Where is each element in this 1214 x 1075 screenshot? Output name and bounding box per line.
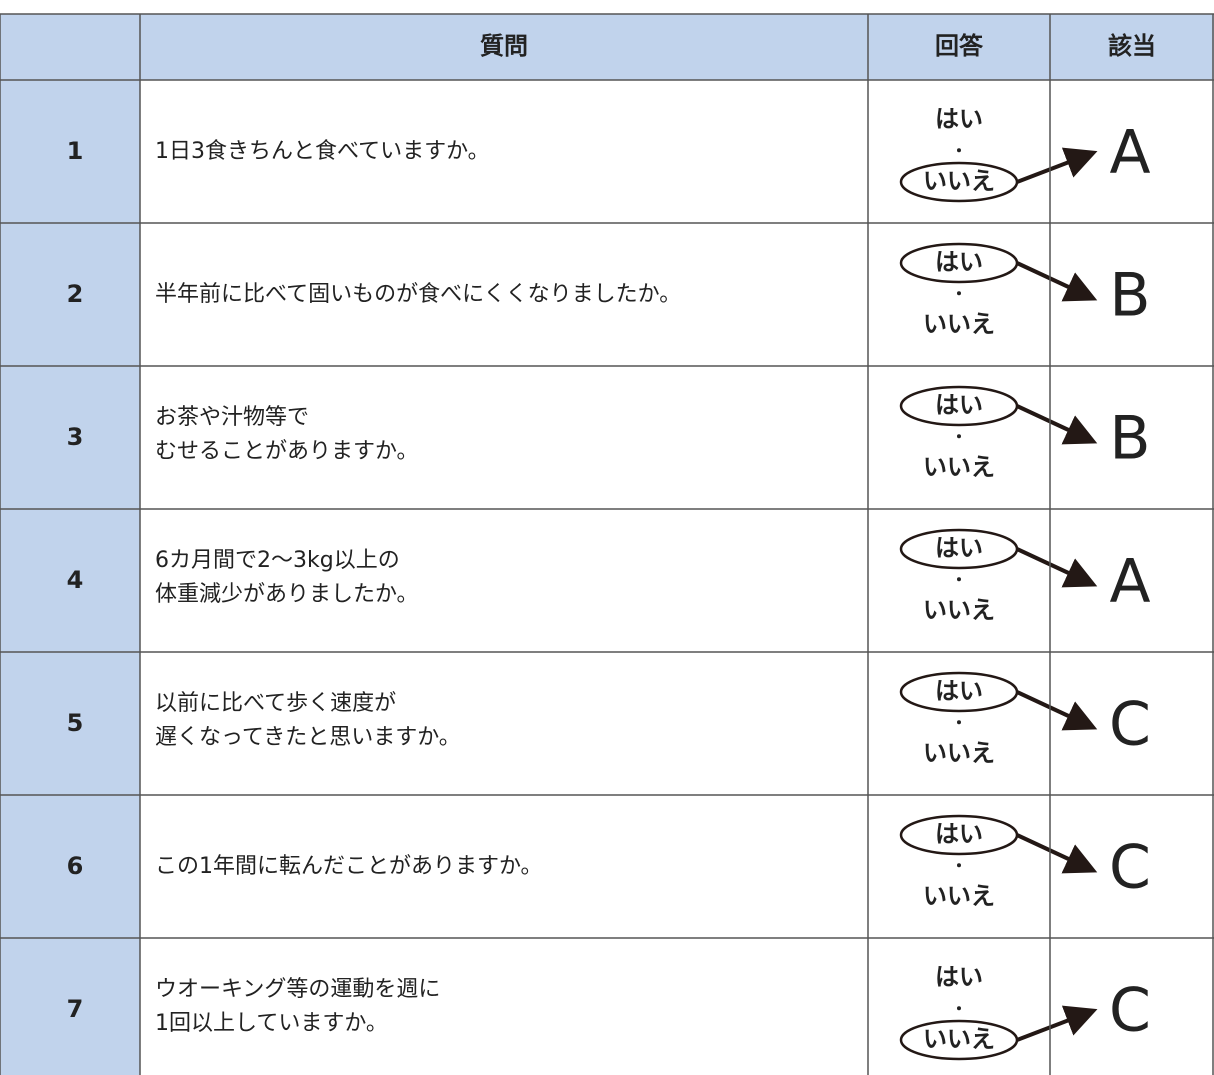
row-number: 1 [67,137,84,165]
answer-option: いいえ [923,882,995,910]
answer-dot: ・ [951,428,967,447]
answer-dot: ・ [951,1000,967,1019]
row-number: 5 [67,709,84,737]
question-text: むせることがありますか。 [155,439,419,464]
answer-dot: ・ [951,285,967,304]
arrow [1016,690,1098,731]
question-text: 以前に比べて歩く速度が [155,691,396,716]
row-number: 3 [67,423,84,451]
answer-option: はい [935,248,983,276]
result-letter: A [1109,547,1150,617]
question-text: 半年前に比べて固いものが食べにくくなりましたか。 [155,282,681,307]
arrow [1016,547,1098,588]
result-letter: B [1109,404,1150,474]
row-number: 4 [67,566,84,594]
answer-dot: ・ [951,571,967,590]
arrow [1016,833,1098,874]
answer-option: はい [935,105,983,133]
result-letter: A [1109,118,1150,188]
header-answer: 回答 [935,32,984,60]
result-letter: C [1109,976,1151,1046]
answer-option: はい [935,677,983,705]
answer-dot: ・ [951,857,967,876]
question-text: 遅くなってきたと思いますか。 [155,725,461,750]
arrow [1016,261,1098,302]
arrow [1016,1005,1098,1042]
answer-option: はい [935,391,983,419]
answer-dot: ・ [951,714,967,733]
answer-option: いいえ [923,739,995,767]
arrow [1016,147,1098,184]
number-column-bg [0,80,140,1075]
result-letter: C [1109,690,1151,760]
header-result: 該当 [1108,32,1156,60]
row-number: 2 [67,280,84,308]
header-question: 質問 [480,32,528,60]
answer-option: はい [935,820,983,848]
answer-option: いいえ [923,1025,995,1053]
row-number: 7 [67,995,84,1023]
question-text: 6カ月間で2〜3kg以上の [155,548,400,573]
answer-option: いいえ [923,596,995,624]
question-text: 1日3食きちんと食べていますか。 [155,139,490,164]
question-text: ウオーキング等の運動を週に [155,977,440,1002]
answer-option: いいえ [923,310,995,338]
question-text: お茶や汁物等で [155,405,309,430]
answer-option: いいえ [923,167,995,195]
header-bg [0,14,1214,80]
question-text: 体重減少がありましたか。 [155,582,419,607]
result-letter: C [1109,833,1151,903]
question-text: この1年間に転んだことがありますか。 [155,854,543,879]
answer-dot: ・ [951,142,967,161]
question-text: 1回以上していますか。 [155,1011,388,1036]
answer-option: いいえ [923,453,995,481]
arrow [1016,404,1098,445]
row-number: 6 [67,852,84,880]
result-letter: B [1109,261,1150,331]
answer-option: はい [935,534,983,562]
answer-option: はい [935,963,983,991]
